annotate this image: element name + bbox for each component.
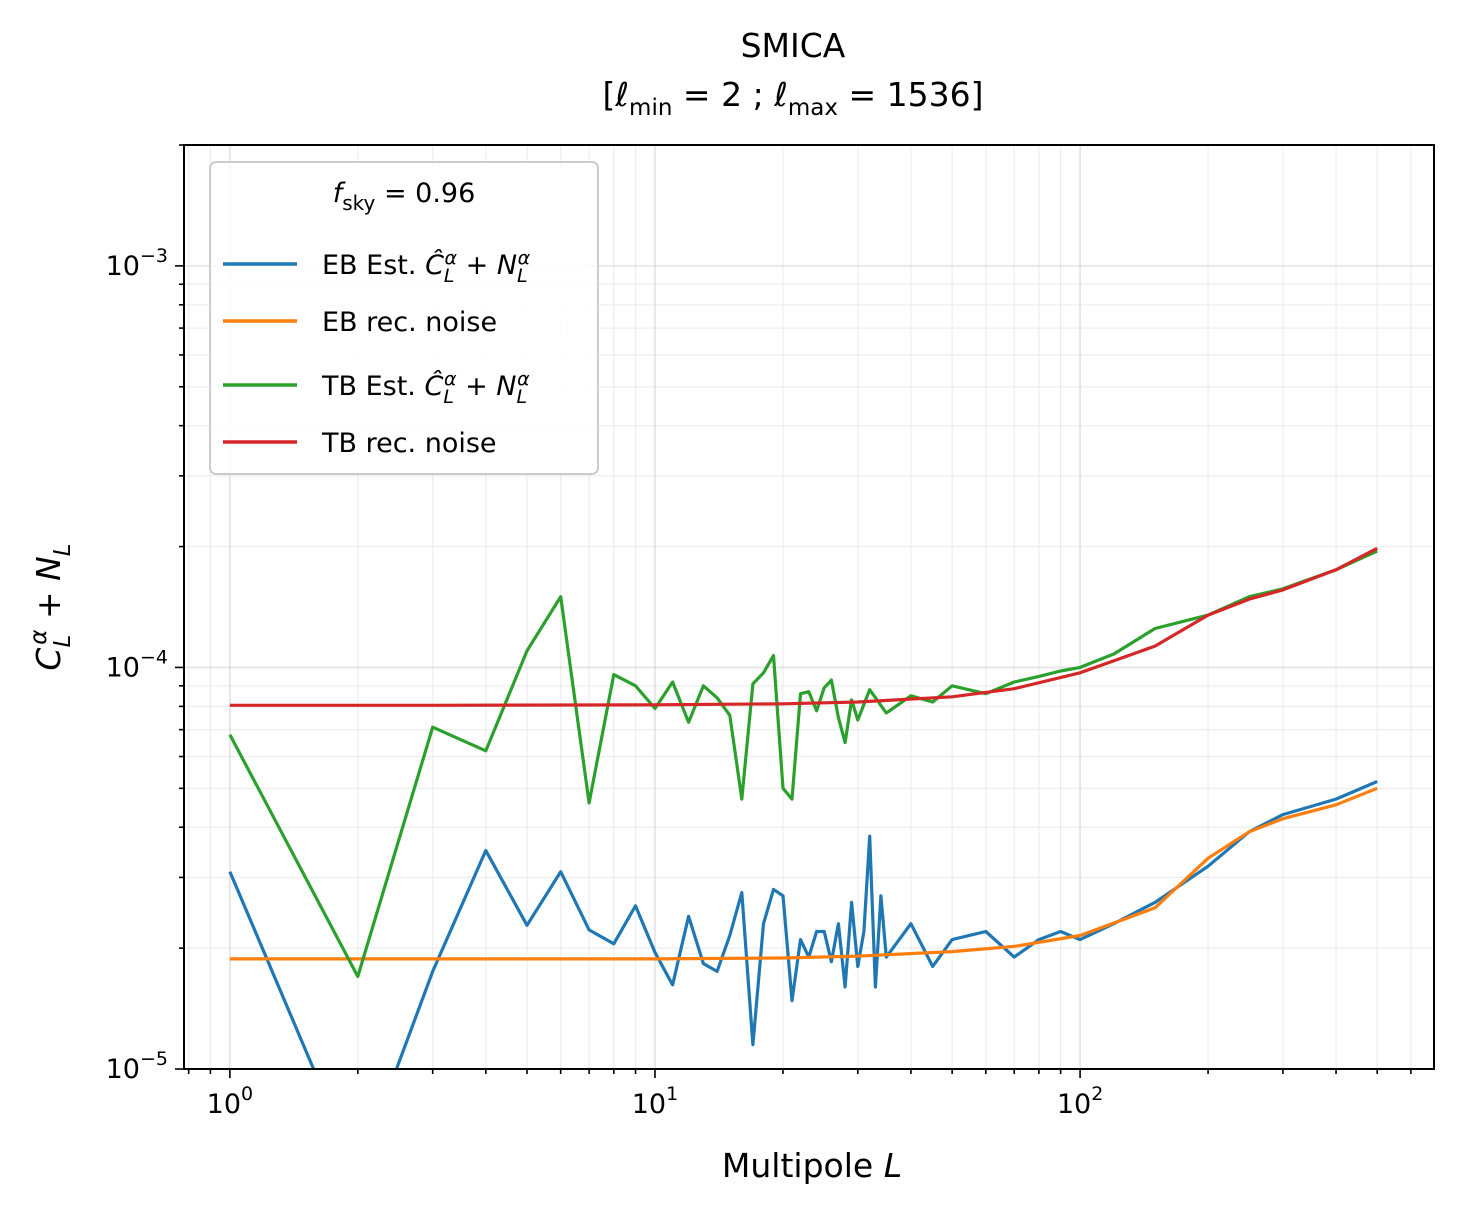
- legend-title: fsky = 0.96: [333, 178, 476, 215]
- x-tick-label: 102: [1057, 1083, 1103, 1120]
- x-axis-title: Multipole L: [722, 1146, 902, 1185]
- x-tick-label: 101: [632, 1083, 678, 1120]
- legend-box: [209, 161, 599, 475]
- y-axis-title: CLα + NL: [26, 543, 76, 670]
- series-line-tb_est: [228, 549, 1378, 979]
- y-tick-label: 10−5: [106, 1048, 168, 1085]
- x-tick-label: 100: [207, 1083, 253, 1120]
- legend-label-eb-est: EB Est. ĈLα + NLα: [322, 247, 531, 287]
- legend: fsky = 0.96 EB Est. ĈLα + NLα EB rec. no…: [209, 161, 599, 475]
- series-line-tb_noise: [229, 546, 1378, 707]
- legend-label-tb-noise: TB rec. noise: [321, 428, 497, 459]
- axis-ticks: 100 101 102 10−5 10−4 10−3: [106, 144, 1412, 1120]
- series-line-eb_noise: [229, 786, 1378, 961]
- y-tick-label: 10−4: [106, 646, 168, 683]
- series-line-eb_est: [228, 780, 1378, 1069]
- chart-subtitle: [ℓmin = 2 ; ℓmax = 1536]: [603, 75, 984, 121]
- y-tick-label: 10−3: [106, 245, 168, 282]
- series-layer: [228, 546, 1378, 1069]
- legend-label-tb-est: TB Est. ĈLα + NLα: [321, 368, 530, 408]
- plot-frame: [183, 144, 1435, 1070]
- legend-label-eb-noise: EB rec. noise: [322, 307, 497, 338]
- chart-title: SMICA: [741, 26, 846, 65]
